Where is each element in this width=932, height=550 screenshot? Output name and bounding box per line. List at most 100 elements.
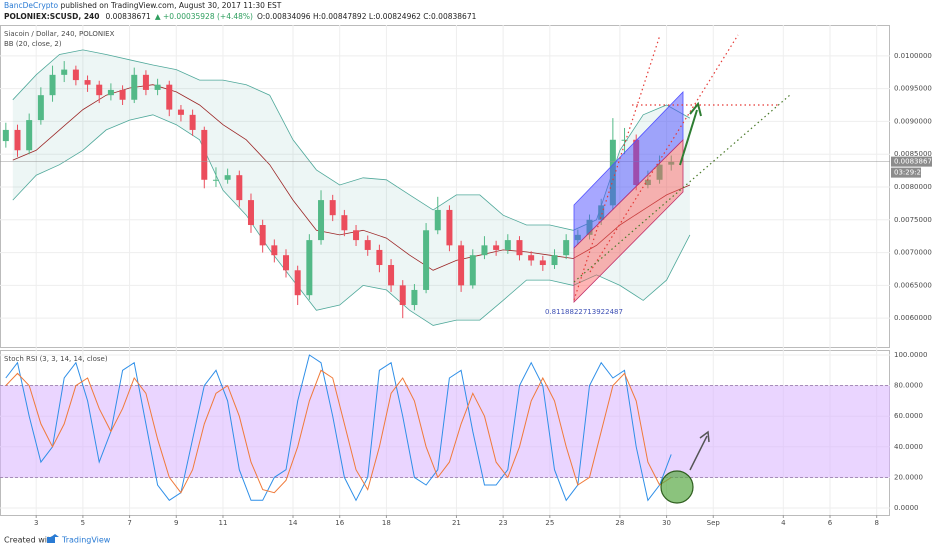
arrow [679,109,698,166]
candle-body [364,240,371,250]
candle-body [37,95,44,121]
drawings: 0.8118822713922487 [545,34,791,504]
candle-body [481,245,488,256]
candle-body [341,215,348,231]
candle-body [539,260,546,266]
annotation: 0.8118822713922487 [545,308,623,316]
countdown-box [891,167,921,178]
x-tick-label: 9 [174,519,178,527]
stoch-line [5,354,672,502]
x-tick-label: Sep [707,519,721,527]
candle-body [668,161,675,165]
candle-body [423,230,430,290]
candle-body [376,249,383,266]
candle-body [563,240,570,256]
candle-body [306,240,313,296]
candle-body [399,285,406,306]
author[interactable]: BancDeCrypto [4,1,58,10]
ohlc: O:0.00834096 H:0.00847892 L:0.00824962 C… [257,12,477,21]
candle-body [224,175,231,180]
candle-body [434,209,441,231]
bb-fill [12,49,690,326]
candle-body [318,200,325,241]
candle-body [353,230,360,241]
arrow-head [689,101,702,117]
x-tick-label: 5 [81,519,85,527]
candle-body [26,120,33,151]
candle-body [469,255,476,286]
footer-text: Created with [4,536,55,545]
x-tick-label: 25 [545,519,554,527]
candle-body [84,80,91,85]
candle-body [388,265,395,286]
x-tick-label: 16 [335,519,344,527]
band-fill [0,385,890,478]
candle-body [551,255,558,266]
candle-body [446,209,453,246]
change: ▲ +0.00035928 (+4.48%) [155,12,253,21]
candle-body [177,109,184,115]
x-tick-label: 7 [127,519,131,527]
header-line: BancDeCrypto published on TradingView.co… [4,1,282,10]
candle-body [61,69,68,75]
candle-body [329,200,336,216]
last-price-box [891,156,932,167]
arrow-head [699,430,710,443]
candle-body [656,164,663,180]
candle-body [96,84,103,96]
candle-body [247,200,254,226]
footer-brand[interactable]: TradingView [61,536,111,545]
candle-body [72,69,79,81]
y-tick-label: 60.0000 [894,412,923,420]
candle-body [516,240,523,256]
symbol-line: POLONIEX:SCUSD, 240 0.00838671 ▲ +0.000359… [4,12,477,21]
candle-body [271,245,278,256]
countdown: 03:29:20 [894,169,925,177]
candle-body [283,255,290,271]
pane-title: Stoch RSI (3, 3, 14, 14, close) [4,355,108,363]
x-tick-label: 11 [219,519,228,527]
x-tick-label: 28 [615,519,624,527]
x-tick-label: 30 [662,519,671,527]
y-tick-label: 40.0000 [894,443,923,451]
highlight-circle [660,470,694,504]
arrow [689,435,708,471]
candle-body [49,74,56,96]
ray [573,34,661,301]
x-tick-label: 8 [874,519,878,527]
last: 0.00838671 [105,12,151,21]
candle-body [2,129,9,142]
pane-title: Siacoin / Dollar, 240, POLONIEX [4,30,115,38]
y-tick-label: 20.0000 [894,473,923,481]
x-tick-label: 6 [828,519,833,527]
x-tick-label: 3 [34,519,38,527]
candle-body [621,139,628,141]
candle-body [294,270,301,296]
candle-body [154,84,161,90]
logo [47,534,59,543]
channel-lower [573,139,684,303]
y-tick-label: 80.0000 [894,382,923,390]
candle-body [212,179,219,181]
candle-body [142,74,149,90]
candle-body [458,245,465,286]
candle-body [107,89,114,96]
y-tick-label: 0.0000 [894,504,919,512]
x-tick-label: 21 [452,519,461,527]
candle-body [504,240,511,250]
bb-middle [12,84,691,271]
bb-lower [12,114,691,326]
stoch-line [5,369,672,494]
x-tick-label: 18 [382,519,391,527]
x-tick-label: 14 [289,519,298,527]
candle-body [119,89,126,100]
x-tick-label: 23 [499,519,508,527]
